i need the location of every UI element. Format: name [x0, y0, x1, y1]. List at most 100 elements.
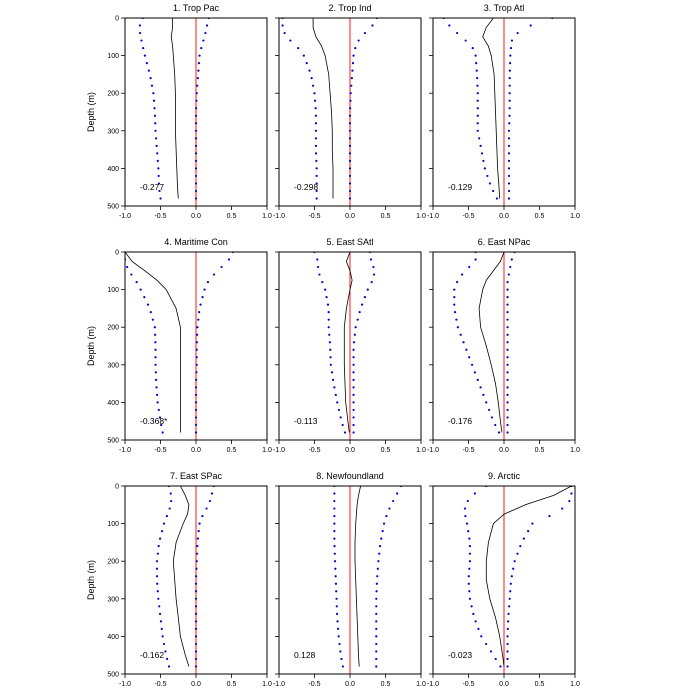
- upper-bound-dot: [375, 582, 378, 585]
- upper-bound-dot: [507, 129, 511, 132]
- upper-bound-dot: [206, 280, 210, 284]
- upper-bound-dot: [509, 590, 512, 593]
- upper-bound-dot: [196, 326, 199, 329]
- y-tick-label: 100: [107, 287, 119, 294]
- correlation-value: -0.298: [294, 182, 318, 192]
- upper-bound-dot: [194, 152, 198, 155]
- upper-bound-dot: [382, 522, 386, 525]
- lower-bound-dot: [164, 650, 167, 653]
- upper-bound-dot: [354, 326, 357, 329]
- x-tick-label: -0.5: [308, 213, 320, 220]
- lower-bound-dot: [453, 303, 456, 306]
- lower-bound-dot: [167, 665, 171, 668]
- lower-bound-dot: [461, 273, 464, 276]
- upper-bound-dot: [507, 189, 511, 193]
- x-tick-label: 0.5: [535, 213, 545, 220]
- panel-data: [442, 18, 554, 200]
- y-tick-label: 0: [115, 16, 119, 23]
- lower-bound-dot: [156, 152, 159, 155]
- mean-profile: [354, 486, 361, 667]
- lower-bound-dot: [135, 280, 138, 284]
- lower-bound-dot: [476, 92, 479, 95]
- y-tick-label: 200: [107, 325, 119, 332]
- upper-bound-dot: [372, 265, 375, 269]
- x-tick-label: 0.5: [227, 447, 237, 454]
- lower-bound-dot: [333, 560, 337, 563]
- upper-bound-dot: [194, 423, 198, 427]
- upper-bound-dot: [194, 620, 198, 623]
- x-tick-label: -1.0: [273, 213, 285, 220]
- lower-bound-dot: [476, 114, 479, 117]
- panel-data: [125, 252, 235, 434]
- upper-bound-dot: [369, 258, 373, 261]
- upper-bound-dot: [352, 401, 355, 404]
- lower-bound-dot: [159, 620, 163, 623]
- lower-bound-dot: [453, 296, 456, 299]
- lower-bound-dot: [459, 333, 462, 336]
- upper-bound-dot: [350, 77, 353, 80]
- lower-bound-dot: [156, 159, 159, 162]
- upper-bound-dot: [348, 137, 352, 140]
- lower-bound-dot: [153, 107, 156, 110]
- upper-bound-dot: [198, 54, 201, 57]
- upper-bound-dot: [194, 401, 198, 404]
- upper-bound-dot: [392, 499, 395, 503]
- upper-bound-dot: [201, 296, 204, 299]
- upper-bound-dot: [203, 288, 206, 291]
- correlation-value: -0.162: [140, 650, 164, 660]
- lower-bound-dot: [480, 635, 483, 638]
- lower-bound-dot: [162, 522, 166, 525]
- upper-bound-dot: [531, 522, 534, 525]
- lower-bound-dot: [314, 152, 318, 155]
- lower-bound-dot: [155, 144, 158, 147]
- lower-bound-dot: [453, 311, 457, 314]
- lower-bound-dot: [161, 635, 164, 638]
- panel-6: 6. East NPac -1.0 -0.5 0.0 0.5 1.0 -0.176: [427, 237, 580, 454]
- upper-bound-dot: [376, 575, 379, 578]
- x-tick-label: 1.0: [416, 213, 426, 220]
- lower-bound-dot: [160, 423, 163, 427]
- upper-bound-dot: [508, 107, 511, 110]
- upper-bound-dot: [194, 416, 198, 419]
- upper-bound-dot: [350, 84, 353, 87]
- upper-bound-dot: [352, 386, 355, 389]
- lower-bound-dot: [154, 363, 157, 366]
- upper-bound-dot: [507, 273, 510, 276]
- y-tick-label: 400: [107, 634, 119, 641]
- upper-bound-dot: [196, 77, 199, 80]
- x-tick-label: -0.5: [154, 213, 166, 220]
- lower-bound-dot: [152, 99, 156, 102]
- lower-bound-dot: [333, 522, 336, 525]
- lower-bound-dot: [473, 492, 476, 495]
- upper-bound-dot: [194, 386, 198, 389]
- x-tick-label: 0.0: [345, 447, 355, 454]
- lower-bound-dot: [465, 348, 468, 351]
- lower-bound-dot: [155, 560, 159, 563]
- lower-bound-dot: [340, 657, 343, 661]
- upper-bound-dot: [352, 416, 355, 419]
- x-tick-label: 0.5: [227, 681, 237, 688]
- lower-bound-dot: [333, 537, 336, 540]
- upper-bound-dot: [506, 326, 509, 329]
- lower-bound-dot: [466, 499, 469, 503]
- upper-bound-dot: [509, 582, 512, 585]
- upper-bound-dot: [194, 174, 198, 178]
- lower-bound-dot: [328, 333, 331, 336]
- lower-bound-dot: [170, 499, 173, 503]
- lower-bound-dot: [329, 356, 332, 359]
- panel-4: 4. Maritime Con -1.0 -0.5 0.0 0.5 1.0 0 100 200 3…: [86, 237, 272, 454]
- lower-bound-dot: [470, 363, 474, 366]
- lower-bound-dot: [476, 122, 479, 125]
- lower-bound-dot: [464, 514, 467, 518]
- panel-data: [313, 252, 376, 434]
- upper-bound-dot: [506, 431, 509, 434]
- upper-bound-dot: [375, 650, 378, 653]
- lower-bound-dot: [297, 46, 300, 50]
- y-tick-label: 100: [107, 53, 119, 60]
- lower-bound-dot: [494, 423, 497, 427]
- lower-bound-dot: [315, 167, 318, 170]
- upper-bound-dot: [506, 333, 509, 336]
- lower-bound-dot: [157, 182, 161, 185]
- upper-bound-dot: [363, 31, 367, 35]
- x-tick-label: 0.5: [535, 681, 545, 688]
